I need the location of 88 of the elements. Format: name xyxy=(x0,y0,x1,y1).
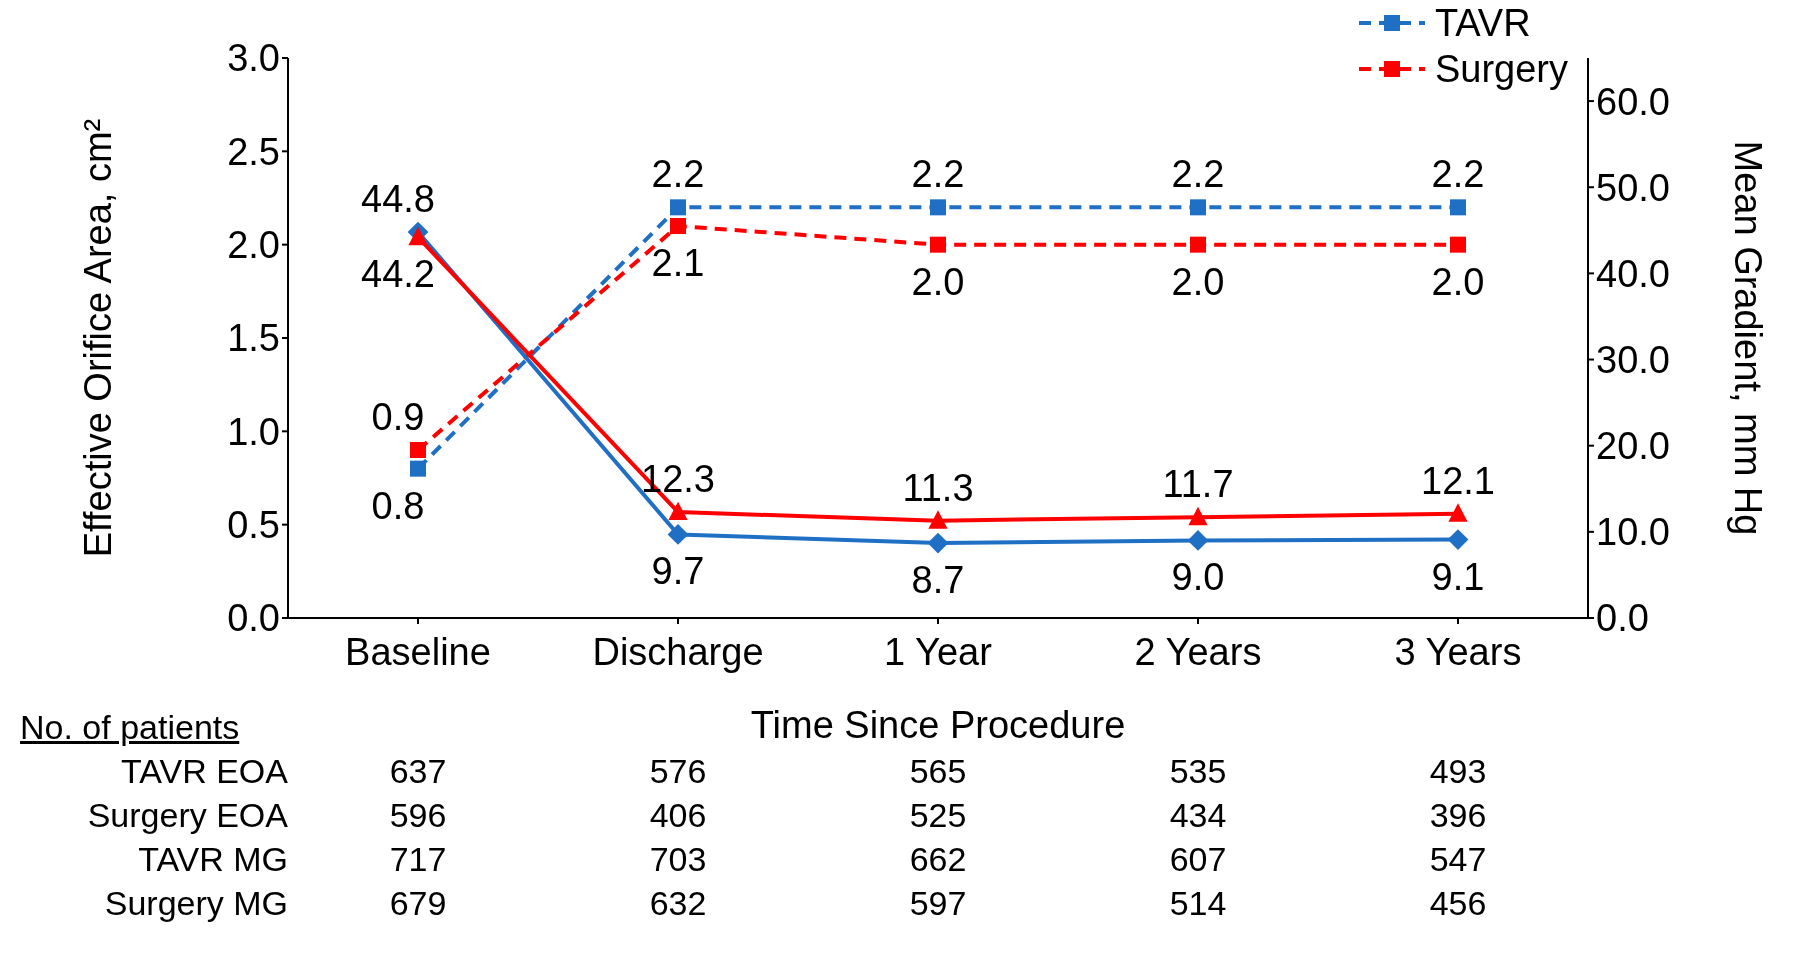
x-tick-label: 2 Years xyxy=(1134,630,1262,673)
point xyxy=(928,510,948,529)
text: 396 xyxy=(1428,796,1488,835)
point xyxy=(927,532,949,554)
point xyxy=(408,226,428,246)
text: 576 xyxy=(648,752,708,791)
y-tick-label: 0.5 xyxy=(227,504,280,547)
text: Surgery MG xyxy=(104,884,288,923)
x-axis-title: Time Since Procedure xyxy=(750,704,1126,746)
point xyxy=(410,442,426,458)
text: 456 xyxy=(1428,884,1488,923)
data-label: 9.1 xyxy=(1431,555,1485,598)
y2-tick-label: 60.0 xyxy=(1596,80,1670,123)
text: 547 xyxy=(1428,840,1488,879)
data-label: 9.0 xyxy=(1171,556,1225,599)
data-label: 8.7 xyxy=(911,559,965,602)
data-label: 9.7 xyxy=(651,550,705,593)
y-tick-label: 2.0 xyxy=(227,224,280,267)
y-tick-label: 3.0 xyxy=(227,37,280,80)
text: 637 xyxy=(388,752,448,791)
text: 607 xyxy=(1168,840,1228,879)
data-label: 2.1 xyxy=(651,242,705,284)
y2-tick-label: 10.0 xyxy=(1596,511,1670,554)
text: 535 xyxy=(1168,752,1228,791)
point xyxy=(670,218,686,234)
data-label: 0.8 xyxy=(371,484,425,527)
y2-tick-label: 30.0 xyxy=(1596,339,1670,382)
y2-axis-title: Mean Gradient, mm Hg xyxy=(1726,140,1769,536)
y-tick-label: 2.5 xyxy=(227,130,280,173)
y-tick-label: 1.5 xyxy=(227,317,280,360)
x-tick-label: 3 Years xyxy=(1394,630,1522,673)
data-label: 2.0 xyxy=(1171,260,1225,303)
y2-tick-label: 20.0 xyxy=(1596,425,1670,468)
text: 632 xyxy=(648,884,708,923)
point xyxy=(1187,530,1209,551)
text: 525 xyxy=(908,796,968,835)
text: 717 xyxy=(388,840,448,879)
text: 679 xyxy=(388,884,448,923)
data-label: 11.7 xyxy=(1162,463,1234,506)
legend-label: TAVR xyxy=(1434,1,1531,46)
y2-tick-label: 40.0 xyxy=(1596,252,1670,295)
point xyxy=(1447,529,1469,550)
point xyxy=(1188,506,1208,526)
point xyxy=(1450,199,1466,216)
data-label: 12.3 xyxy=(641,458,715,501)
y2-tick-label: 0.0 xyxy=(1596,597,1649,640)
text: 565 xyxy=(908,752,968,791)
text: 493 xyxy=(1428,752,1488,791)
data-label: 2.2 xyxy=(651,153,705,196)
point xyxy=(1190,199,1206,216)
data-label: 44.8 xyxy=(361,178,435,221)
data-label: 2.2 xyxy=(911,153,965,196)
text: 406 xyxy=(648,796,708,835)
text: 514 xyxy=(1168,884,1228,923)
data-label: 11.3 xyxy=(902,466,974,509)
data-label: 2.2 xyxy=(1431,153,1485,196)
text: 597 xyxy=(908,884,968,923)
y-tick-label: 0.0 xyxy=(227,597,280,640)
legend-label: Surgery xyxy=(1434,47,1568,92)
point xyxy=(930,199,946,216)
text: 703 xyxy=(648,840,708,879)
point xyxy=(930,236,946,253)
point xyxy=(668,501,688,521)
text: No. of patients xyxy=(20,708,240,747)
x-tick-label: Discharge xyxy=(592,630,764,673)
point xyxy=(670,199,686,216)
text: 434 xyxy=(1168,796,1228,835)
data-label: 0.9 xyxy=(371,396,425,438)
text: TAVR EOA xyxy=(121,752,288,791)
text: Surgery EOA xyxy=(87,796,288,835)
x-tick-label: 1 Year xyxy=(884,630,993,673)
point xyxy=(1190,236,1206,253)
x-tick-label: Baseline xyxy=(345,630,491,673)
data-label: 2.0 xyxy=(1431,260,1485,303)
text: 662 xyxy=(908,840,968,879)
text: 596 xyxy=(388,796,448,835)
data-label: 12.1 xyxy=(1421,459,1495,502)
y-tick-label: 1.0 xyxy=(227,410,280,453)
point xyxy=(1448,503,1468,522)
data-label: 2.0 xyxy=(911,260,965,303)
data-label: 2.2 xyxy=(1171,153,1225,196)
y-axis-title: Effective Orifice Area, cm² xyxy=(77,118,120,558)
point xyxy=(667,524,689,545)
text: TAVR MG xyxy=(138,840,288,879)
point xyxy=(410,460,426,477)
data-label: 44.2 xyxy=(361,253,435,296)
point xyxy=(1450,236,1466,253)
y2-tick-label: 50.0 xyxy=(1596,166,1670,209)
